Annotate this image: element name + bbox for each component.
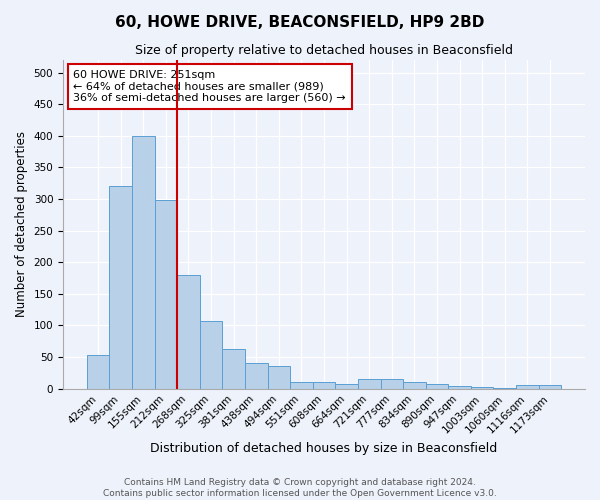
Bar (177, 275, 200, 388)
Text: 60 HOWE DRIVE: 251sqm
← 64% of detached houses are smaller (989)
36% of semi-det: 60 HOWE DRIVE: 251sqm ← 64% of detached … (73, 70, 346, 103)
Bar (516, 386, 539, 388)
Bar (425, 384, 448, 388)
Bar (380, 379, 403, 388)
Bar (403, 382, 425, 388)
Bar (200, 321, 223, 388)
Bar (448, 386, 471, 388)
Bar (471, 387, 493, 388)
Bar (268, 366, 290, 388)
Bar (245, 364, 268, 388)
Text: 60, HOWE DRIVE, BEACONSFIELD, HP9 2BD: 60, HOWE DRIVE, BEACONSFIELD, HP9 2BD (115, 15, 485, 30)
Bar (335, 384, 358, 388)
Bar (290, 382, 313, 388)
Bar (132, 136, 155, 388)
Bar (155, 200, 177, 388)
Bar (539, 385, 561, 388)
Bar (109, 186, 132, 388)
Bar (87, 354, 109, 388)
Bar (223, 349, 245, 389)
Title: Size of property relative to detached houses in Beaconsfield: Size of property relative to detached ho… (135, 44, 513, 58)
Text: Contains HM Land Registry data © Crown copyright and database right 2024.
Contai: Contains HM Land Registry data © Crown c… (103, 478, 497, 498)
Bar (358, 379, 380, 388)
Bar (313, 382, 335, 388)
X-axis label: Distribution of detached houses by size in Beaconsfield: Distribution of detached houses by size … (151, 442, 497, 455)
Y-axis label: Number of detached properties: Number of detached properties (15, 132, 28, 318)
